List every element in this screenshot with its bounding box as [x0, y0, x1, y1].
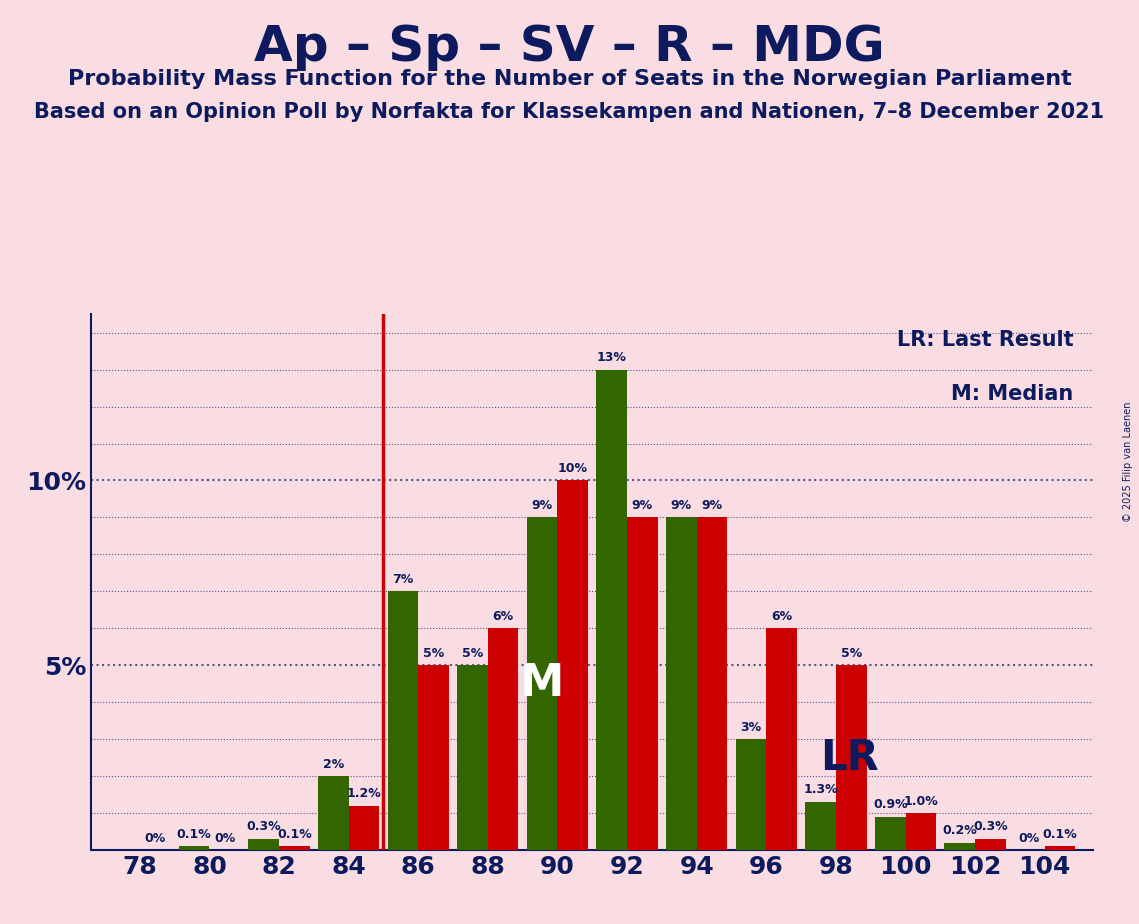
Text: 0%: 0% [145, 832, 166, 845]
Bar [179, 846, 210, 850]
Text: 5%: 5% [462, 647, 483, 660]
Text: 6%: 6% [493, 610, 514, 623]
Bar [318, 776, 349, 850]
Bar [628, 517, 657, 850]
Text: 0.1%: 0.1% [1042, 828, 1077, 841]
Bar [906, 813, 936, 850]
Bar [527, 517, 557, 850]
Bar [975, 839, 1006, 850]
Text: 5%: 5% [841, 647, 862, 660]
Text: 1.2%: 1.2% [346, 787, 382, 800]
Text: M: M [521, 663, 564, 705]
Bar [1044, 846, 1075, 850]
Text: 0.3%: 0.3% [973, 821, 1008, 833]
Text: 0%: 0% [1018, 832, 1040, 845]
Text: 3%: 3% [740, 721, 762, 734]
Text: 0.1%: 0.1% [177, 828, 212, 841]
Text: 0.1%: 0.1% [277, 828, 312, 841]
Text: Based on an Opinion Poll by Norfakta for Klassekampen and Nationen, 7–8 December: Based on an Opinion Poll by Norfakta for… [34, 102, 1105, 122]
Bar [418, 665, 449, 850]
Text: 9%: 9% [702, 499, 722, 512]
Bar [557, 480, 588, 850]
Text: 5%: 5% [423, 647, 444, 660]
Text: © 2025 Filip van Laenen: © 2025 Filip van Laenen [1123, 402, 1133, 522]
Bar [944, 843, 975, 850]
Bar [387, 591, 418, 850]
Bar [666, 517, 697, 850]
Text: 0.9%: 0.9% [872, 798, 908, 811]
Bar [736, 739, 767, 850]
Text: 6%: 6% [771, 610, 792, 623]
Bar [457, 665, 487, 850]
Bar [836, 665, 867, 850]
Text: 9%: 9% [532, 499, 552, 512]
Text: 7%: 7% [392, 573, 413, 586]
Text: LR: LR [820, 736, 879, 779]
Text: 1.0%: 1.0% [903, 795, 939, 808]
Bar [875, 817, 906, 850]
Text: 9%: 9% [632, 499, 653, 512]
Text: 2%: 2% [322, 758, 344, 771]
Text: 0.3%: 0.3% [246, 821, 281, 833]
Text: 10%: 10% [558, 462, 588, 475]
Text: 0.2%: 0.2% [942, 824, 977, 837]
Bar [248, 839, 279, 850]
Text: Probability Mass Function for the Number of Seats in the Norwegian Parliament: Probability Mass Function for the Number… [67, 69, 1072, 90]
Bar [487, 628, 518, 850]
Bar [597, 370, 628, 850]
Bar [697, 517, 728, 850]
Bar [767, 628, 797, 850]
Bar [279, 846, 310, 850]
Text: 13%: 13% [597, 351, 626, 364]
Bar [805, 802, 836, 850]
Text: 9%: 9% [671, 499, 691, 512]
Text: 1.3%: 1.3% [803, 784, 838, 796]
Bar [349, 806, 379, 850]
Text: M: Median: M: Median [951, 383, 1073, 404]
Text: Ap – Sp – SV – R – MDG: Ap – Sp – SV – R – MDG [254, 23, 885, 71]
Text: LR: Last Result: LR: Last Result [896, 330, 1073, 350]
Text: 0%: 0% [214, 832, 236, 845]
